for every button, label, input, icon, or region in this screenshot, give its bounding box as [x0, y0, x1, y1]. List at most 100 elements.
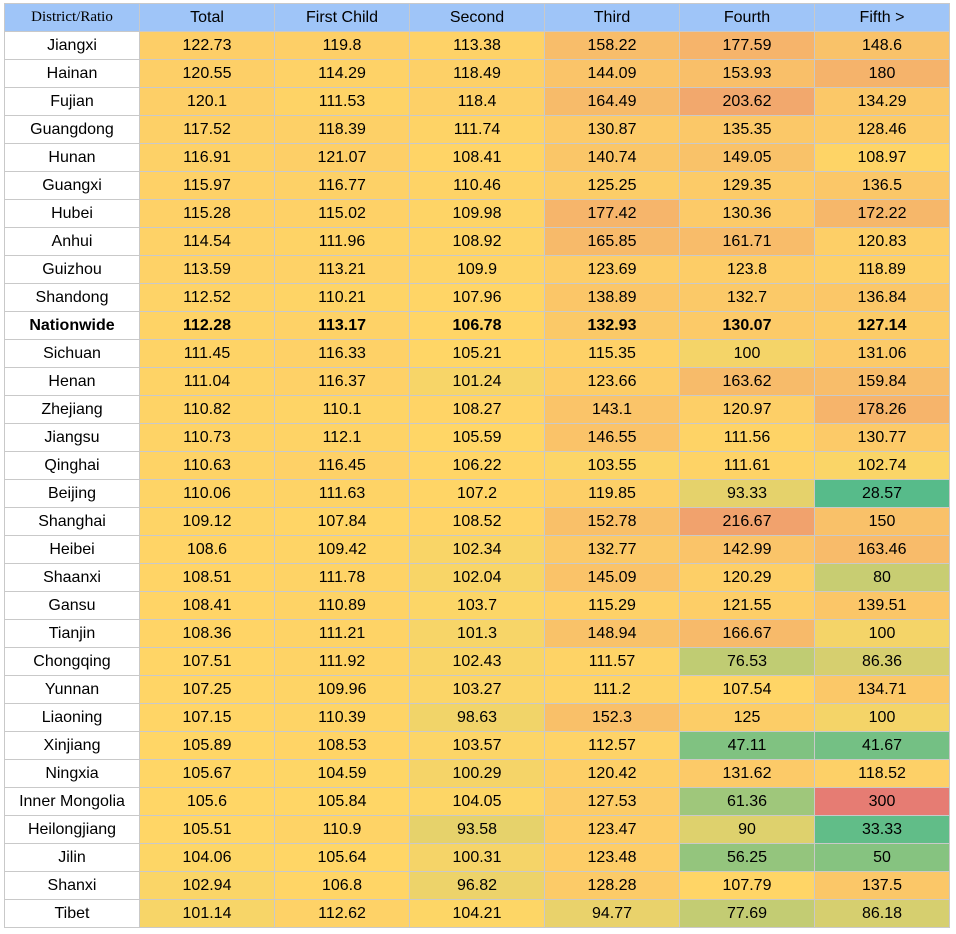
ratio-value-cell: 127.14	[814, 311, 950, 340]
ratio-heatmap-table: District/Ratio Total First Child Second …	[4, 3, 950, 928]
table-row: Heilongjiang 105.51 110.9 93.58 123.47 90 33.3…	[4, 815, 950, 844]
ratio-value-cell: 159.84	[814, 367, 950, 396]
ratio-value-cell: 149.05	[679, 143, 815, 172]
ratio-value-cell: 105.59	[409, 423, 545, 452]
ratio-value-cell: 104.59	[274, 759, 410, 788]
column-header-total: Total	[139, 3, 275, 32]
district-name-cell: Nationwide	[4, 311, 140, 340]
ratio-value-cell: 109.98	[409, 199, 545, 228]
ratio-value-cell: 107.2	[409, 479, 545, 508]
ratio-value-cell: 103.27	[409, 675, 545, 704]
ratio-value-cell: 116.77	[274, 171, 410, 200]
ratio-value-cell: 110.73	[139, 423, 275, 452]
ratio-value-cell: 116.45	[274, 451, 410, 480]
ratio-value-cell: 47.11	[679, 731, 815, 760]
district-name-cell: Qinghai	[4, 451, 140, 480]
ratio-value-cell: 120.97	[679, 395, 815, 424]
column-header-fifth: Fifth >	[814, 3, 950, 32]
ratio-value-cell: 128.28	[544, 871, 680, 900]
district-name-cell: Guangxi	[4, 171, 140, 200]
ratio-value-cell: 111.96	[274, 227, 410, 256]
ratio-value-cell: 109.96	[274, 675, 410, 704]
district-name-cell: Hainan	[4, 59, 140, 88]
ratio-value-cell: 203.62	[679, 87, 815, 116]
ratio-value-cell: 158.22	[544, 31, 680, 60]
ratio-value-cell: 113.59	[139, 255, 275, 284]
ratio-value-cell: 110.06	[139, 479, 275, 508]
ratio-value-cell: 163.46	[814, 535, 950, 564]
ratio-value-cell: 108.41	[139, 591, 275, 620]
ratio-value-cell: 113.38	[409, 31, 545, 60]
ratio-value-cell: 119.8	[274, 31, 410, 60]
ratio-value-cell: 80	[814, 563, 950, 592]
ratio-value-cell: 180	[814, 59, 950, 88]
ratio-value-cell: 172.22	[814, 199, 950, 228]
ratio-value-cell: 123.8	[679, 255, 815, 284]
ratio-value-cell: 107.54	[679, 675, 815, 704]
table-row: Zhejiang 110.82 110.1 108.27 143.1 120.97 178.…	[4, 395, 950, 424]
ratio-value-cell: 100	[814, 703, 950, 732]
ratio-value-cell: 108.53	[274, 731, 410, 760]
ratio-value-cell: 105.64	[274, 843, 410, 872]
ratio-value-cell: 130.07	[679, 311, 815, 340]
ratio-value-cell: 121.07	[274, 143, 410, 172]
ratio-value-cell: 125.25	[544, 171, 680, 200]
ratio-value-cell: 116.33	[274, 339, 410, 368]
ratio-value-cell: 105.51	[139, 815, 275, 844]
ratio-value-cell: 110.63	[139, 451, 275, 480]
ratio-value-cell: 165.85	[544, 227, 680, 256]
ratio-value-cell: 114.54	[139, 227, 275, 256]
ratio-value-cell: 144.09	[544, 59, 680, 88]
ratio-value-cell: 115.97	[139, 171, 275, 200]
ratio-value-cell: 41.67	[814, 731, 950, 760]
ratio-value-cell: 110.39	[274, 703, 410, 732]
ratio-value-cell: 103.7	[409, 591, 545, 620]
district-name-cell: Shanxi	[4, 871, 140, 900]
district-name-cell: Hunan	[4, 143, 140, 172]
ratio-value-cell: 77.69	[679, 899, 815, 928]
ratio-value-cell: 145.09	[544, 563, 680, 592]
ratio-value-cell: 135.35	[679, 115, 815, 144]
table-row: Guangdong 117.52 118.39 111.74 130.87 135.35 1…	[4, 115, 950, 144]
district-name-cell: Chongqing	[4, 647, 140, 676]
table-row: Sichuan 111.45 116.33 105.21 115.35 100 131.06	[4, 339, 950, 368]
ratio-value-cell: 33.33	[814, 815, 950, 844]
ratio-value-cell: 123.48	[544, 843, 680, 872]
ratio-value-cell: 108.36	[139, 619, 275, 648]
ratio-value-cell: 96.82	[409, 871, 545, 900]
table-row: Tibet 101.14 112.62 104.21 94.77 77.69 86.18	[4, 899, 950, 928]
ratio-value-cell: 102.43	[409, 647, 545, 676]
ratio-value-cell: 119.85	[544, 479, 680, 508]
district-name-cell: Beijing	[4, 479, 140, 508]
district-name-cell: Henan	[4, 367, 140, 396]
ratio-value-cell: 110.1	[274, 395, 410, 424]
ratio-value-cell: 113.17	[274, 311, 410, 340]
ratio-value-cell: 121.55	[679, 591, 815, 620]
table-row: Nationwide 112.28 113.17 106.78 132.93 130.07…	[4, 311, 950, 340]
ratio-value-cell: 111.92	[274, 647, 410, 676]
ratio-value-cell: 148.94	[544, 619, 680, 648]
ratio-value-cell: 86.18	[814, 899, 950, 928]
ratio-value-cell: 113.21	[274, 255, 410, 284]
ratio-value-cell: 143.1	[544, 395, 680, 424]
ratio-value-cell: 115.35	[544, 339, 680, 368]
district-name-cell: Jiangsu	[4, 423, 140, 452]
ratio-value-cell: 28.57	[814, 479, 950, 508]
ratio-value-cell: 110.21	[274, 283, 410, 312]
ratio-value-cell: 108.27	[409, 395, 545, 424]
ratio-value-cell: 106.22	[409, 451, 545, 480]
ratio-value-cell: 111.63	[274, 479, 410, 508]
ratio-value-cell: 115.02	[274, 199, 410, 228]
ratio-value-cell: 130.87	[544, 115, 680, 144]
ratio-value-cell: 110.82	[139, 395, 275, 424]
ratio-value-cell: 111.61	[679, 451, 815, 480]
ratio-value-cell: 111.45	[139, 339, 275, 368]
ratio-value-cell: 128.46	[814, 115, 950, 144]
table-row: Xinjiang 105.89 108.53 103.57 112.57 47.11 41.…	[4, 731, 950, 760]
ratio-value-cell: 140.74	[544, 143, 680, 172]
district-name-cell: Tianjin	[4, 619, 140, 648]
ratio-value-cell: 216.67	[679, 507, 815, 536]
ratio-value-cell: 123.69	[544, 255, 680, 284]
ratio-value-cell: 134.71	[814, 675, 950, 704]
ratio-value-cell: 115.28	[139, 199, 275, 228]
